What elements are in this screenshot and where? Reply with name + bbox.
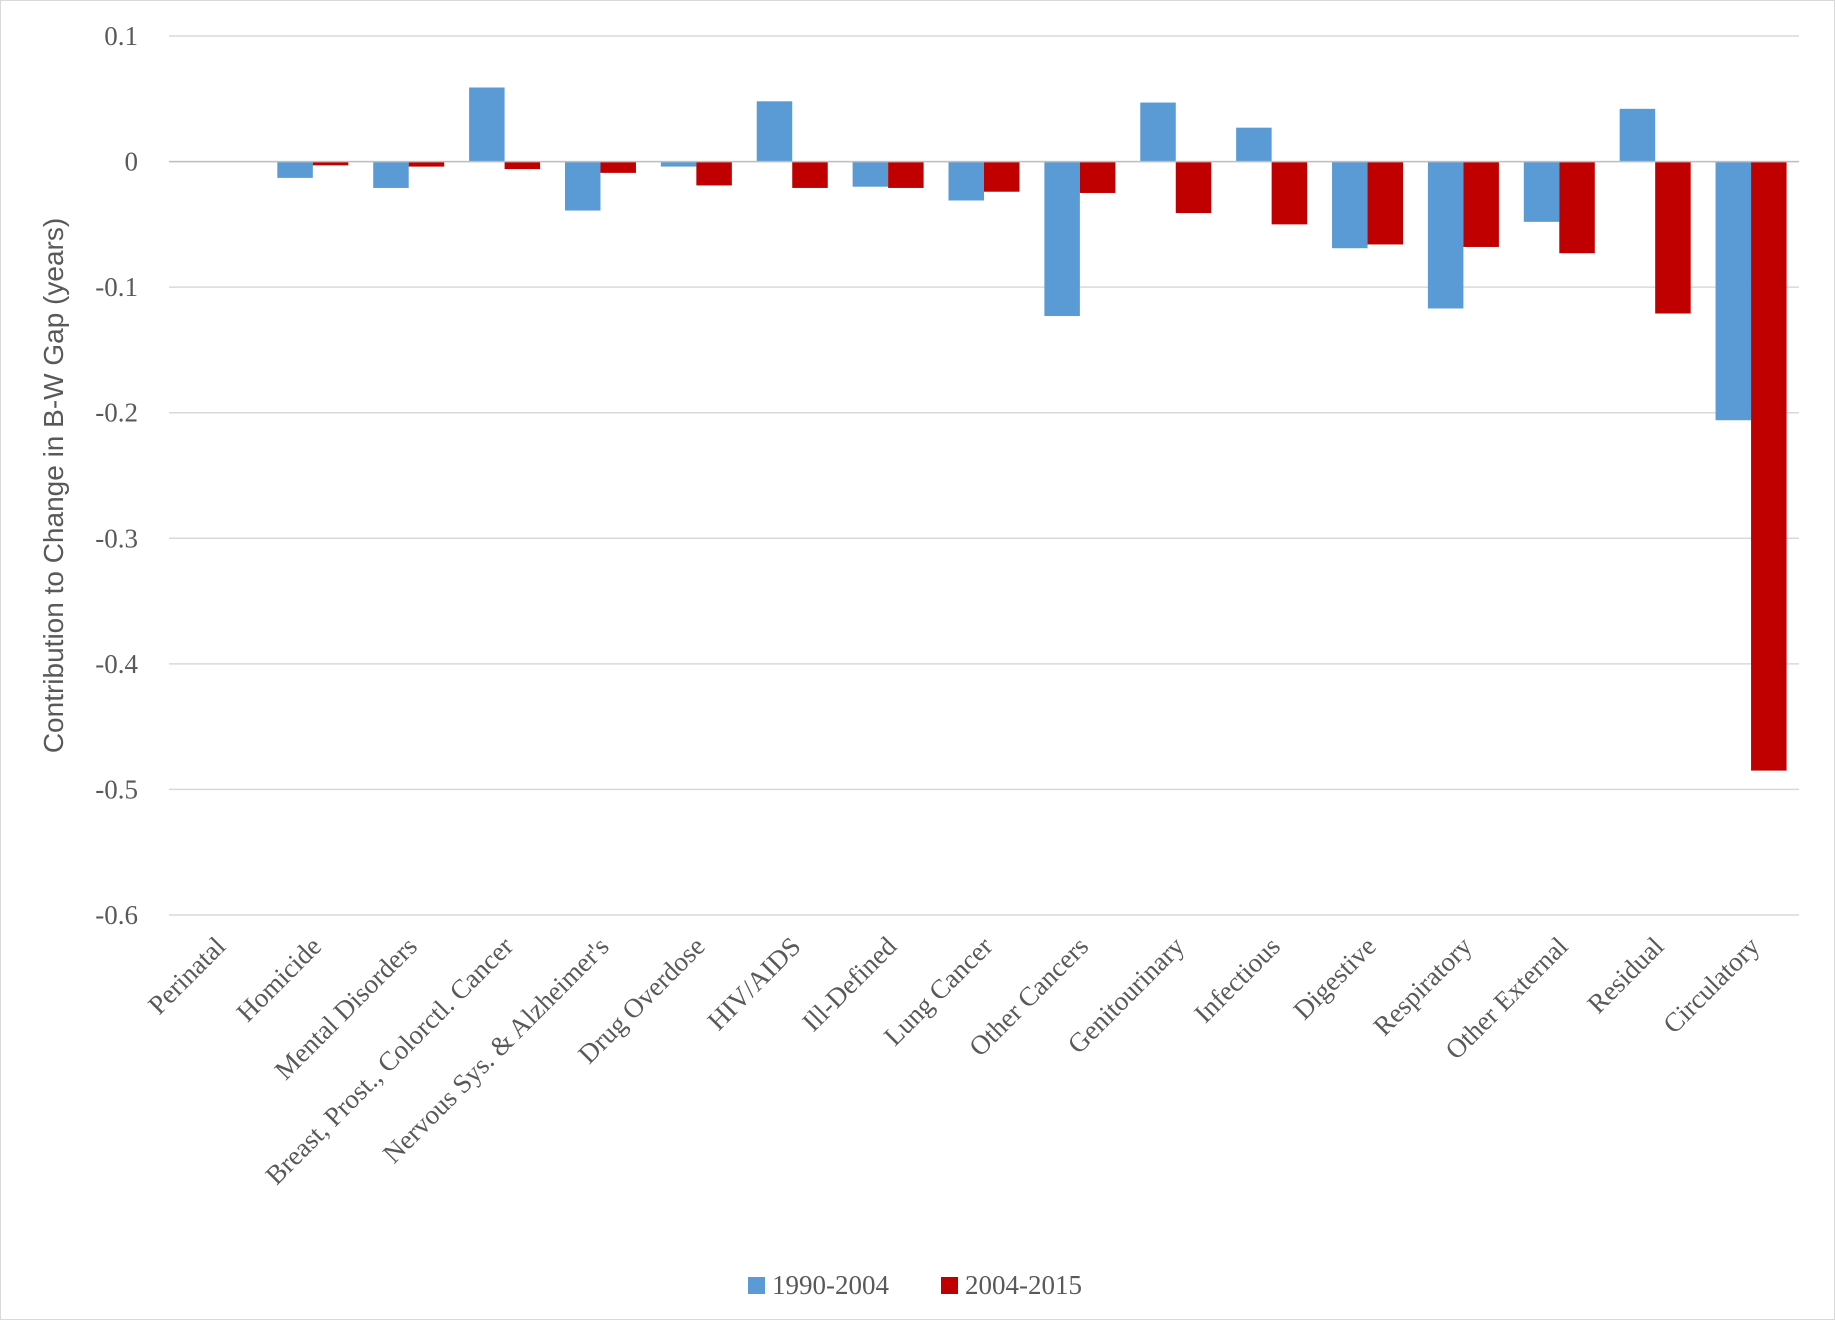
bar-series2 bbox=[1176, 162, 1212, 213]
bar-series2 bbox=[600, 162, 636, 173]
bars bbox=[181, 87, 1786, 770]
bar-series1 bbox=[1428, 162, 1464, 309]
bar-series1 bbox=[565, 162, 601, 211]
legend-swatch bbox=[941, 1277, 958, 1294]
legend-label: 1990-2004 bbox=[772, 1270, 889, 1300]
bar-series2 bbox=[1272, 162, 1308, 225]
legend-label: 2004-2015 bbox=[965, 1270, 1082, 1300]
bar-series2 bbox=[1368, 162, 1404, 245]
y-tick-label: -0.3 bbox=[95, 523, 138, 553]
legend: 1990-2004 2004-2015 bbox=[748, 1270, 1082, 1300]
y-tick-label: -0.5 bbox=[95, 774, 138, 804]
bar-series1 bbox=[949, 162, 985, 201]
x-category-label: Infectious bbox=[1188, 931, 1286, 1029]
y-axis-tick-labels: 0.1 0 -0.1 -0.2 -0.3 -0.4 -0.5 -0.6 bbox=[95, 21, 138, 930]
y-tick-label: -0.1 bbox=[95, 272, 138, 302]
legend-swatch bbox=[748, 1277, 765, 1294]
bar-series2 bbox=[696, 162, 732, 186]
x-category-label: Digestive bbox=[1287, 931, 1381, 1025]
x-category-label: Circulatory bbox=[1657, 931, 1766, 1040]
bar-series2 bbox=[409, 162, 445, 167]
x-category-label: Perinatal bbox=[142, 931, 231, 1020]
bar-series1 bbox=[277, 162, 313, 178]
bar-series1 bbox=[1524, 162, 1560, 222]
y-axis-title: Contribution to Change in B-W Gap (years… bbox=[38, 218, 69, 753]
bar-series1 bbox=[1236, 128, 1272, 162]
y-tick-label: -0.4 bbox=[95, 649, 138, 679]
bar-series2 bbox=[888, 162, 924, 188]
bar-series2 bbox=[1655, 162, 1691, 314]
y-tick-label: 0 bbox=[125, 147, 139, 177]
x-category-label: Residual bbox=[1581, 931, 1669, 1019]
bar-series1 bbox=[373, 162, 409, 188]
bar-series1 bbox=[1140, 103, 1176, 162]
x-category-label: Homicide bbox=[231, 931, 328, 1028]
bar-series2 bbox=[1080, 162, 1116, 193]
bar-series2 bbox=[1751, 162, 1787, 771]
bar-series1 bbox=[1332, 162, 1368, 249]
x-category-label: HIV/AIDS bbox=[701, 931, 806, 1036]
y-tick-label: 0.1 bbox=[104, 21, 138, 51]
bar-series1 bbox=[853, 162, 889, 187]
bar-series1 bbox=[1044, 162, 1080, 316]
bar-series1 bbox=[661, 162, 697, 167]
bar-series2 bbox=[792, 162, 828, 188]
bar-series2 bbox=[1463, 162, 1499, 247]
bar-series1 bbox=[469, 87, 505, 161]
bar-series2 bbox=[984, 162, 1020, 192]
bar-series2 bbox=[505, 162, 541, 170]
bar-series2 bbox=[1559, 162, 1595, 254]
bar-series1 bbox=[1620, 109, 1656, 162]
y-tick-label: -0.2 bbox=[95, 398, 138, 428]
bar-series1 bbox=[1716, 162, 1752, 421]
y-tick-label: -0.6 bbox=[95, 900, 138, 930]
bar-series1 bbox=[757, 101, 793, 161]
